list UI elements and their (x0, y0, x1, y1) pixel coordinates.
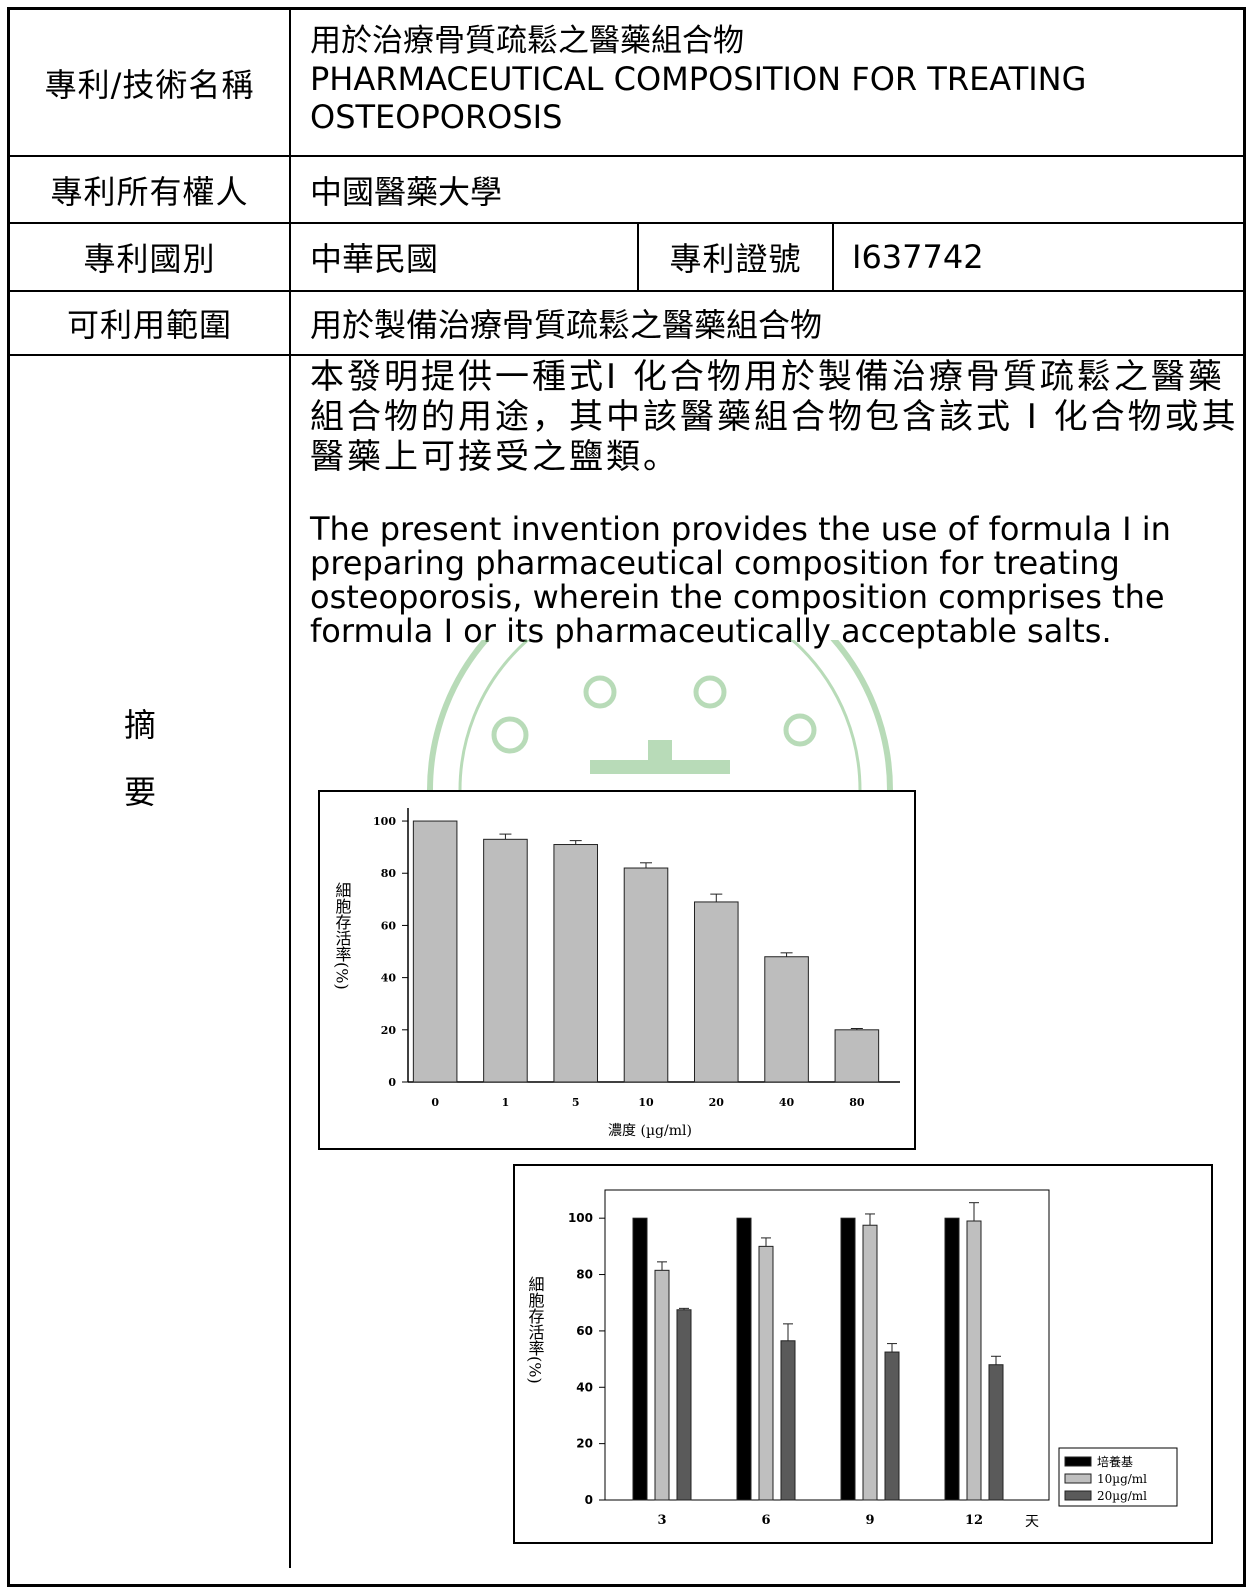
row-divider (7, 290, 1246, 292)
chart1-x-tick-label: 80 (849, 1096, 865, 1109)
title-zh: 用於治療骨質疏鬆之醫藥組合物 (310, 23, 744, 59)
title-en-line2: OSTEOPOROSIS (310, 98, 563, 136)
chart2-bar (780, 1340, 796, 1501)
chart2-y-axis-label: 細胞存活率(%) (526, 1276, 545, 1384)
chart1-x-tick-label: 40 (779, 1096, 795, 1109)
scope-label: 可利用範圍 (66, 306, 232, 344)
chart1-y-tick-label: 0 (388, 1076, 396, 1089)
scope-value: 用於製備治療骨質疏鬆之醫藥組合物 (310, 306, 823, 344)
chart2-bar (736, 1217, 752, 1501)
row-divider (7, 155, 1246, 157)
chart2-legend-label: 20µg/ml (1097, 1489, 1147, 1503)
chart2-y-tick-label: 0 (585, 1493, 593, 1507)
chart1-x-tick-label: 10 (638, 1096, 654, 1109)
chart2-bar (884, 1351, 900, 1501)
column-divider (637, 222, 639, 290)
title-value: 用於治療骨質疏鬆之醫藥組合物 PHARMACEUTICAL COMPOSITIO… (310, 22, 1240, 136)
chart1-x-tick-label: 20 (709, 1096, 725, 1109)
row-divider (7, 222, 1246, 224)
title-en-line1: PHARMACEUTICAL COMPOSITION FOR TREATING (310, 60, 1087, 98)
chart1-y-tick-label: 20 (381, 1024, 397, 1037)
university-seal-watermark (427, 640, 893, 791)
chart2-y-tick-label: 100 (568, 1211, 593, 1225)
chart1-bar (483, 838, 528, 1083)
chart1-svg: 0 20 40 60 80 100 0 1 5 10 20 40 80 細胞存活率(%) 濃度 (µg/… (333, 808, 900, 1139)
chart2-plot-frame (604, 1189, 1050, 1501)
chart2-bar (966, 1220, 982, 1501)
chart-viability-concentration: 0 20 40 60 80 100 0 1 5 10 20 40 80 細胞存活率(%) 濃度 (µg/… (318, 790, 916, 1150)
certificate-label: 專利證號 (669, 240, 802, 278)
chart2-x-tick-label: 9 (865, 1513, 874, 1528)
abstract-text-zh: 本發明提供一種式I 化合物用於製備治療骨質疏鬆之醫藥組合物的用途，其中該醫藥組合… (310, 357, 1239, 477)
chart1-bar (764, 956, 809, 1083)
chart2-legend-label: 培養基 (1097, 1454, 1133, 1469)
chart2-y-tick-label: 40 (576, 1380, 593, 1394)
chart2-bar (758, 1245, 774, 1501)
chart2-bar (944, 1217, 960, 1501)
chart1-y-axis-label: 細胞存活率(%) (333, 882, 352, 990)
chart2-bar (654, 1269, 670, 1501)
owner-value: 中國醫藥大學 (310, 172, 503, 211)
chart1-bar (623, 867, 669, 1083)
chart2-x-tick-label: 6 (761, 1513, 770, 1528)
chart2-bar (632, 1217, 648, 1501)
chart1-bar (412, 820, 458, 1083)
chart1-y-tick-label: 100 (373, 815, 396, 828)
owner-label: 專利所有權人 (50, 172, 249, 211)
chart1-bar (693, 901, 739, 1083)
country-value: 中華民國 (310, 240, 439, 278)
country-label: 專利國別 (83, 240, 216, 278)
chart2-bars (632, 1202, 1004, 1501)
chart2-bar (676, 1309, 692, 1501)
title-label: 專利/技術名稱 (44, 65, 255, 104)
chart2-axes: 0 20 40 60 80 100 3 6 9 12 (568, 1189, 1050, 1528)
chart2-legend-label: 10µg/ml (1097, 1472, 1147, 1486)
chart2-y-tick-label: 60 (576, 1324, 593, 1338)
chart1-x-tick-label: 1 (502, 1096, 510, 1109)
abstract-label-2: 要 (123, 773, 156, 811)
chart1-axes: 0 20 40 60 80 100 0 1 5 10 20 40 80 (373, 808, 900, 1109)
abstract-text-en: The present invention provides the use o… (310, 510, 1171, 650)
chart2-bar (862, 1224, 878, 1501)
chart1-x-tick-label: 0 (431, 1096, 439, 1109)
chart2-x-tick-label: 3 (657, 1513, 666, 1528)
row-divider (7, 354, 1246, 356)
column-divider (832, 222, 834, 290)
chart2-x-tick-label: 12 (965, 1513, 983, 1528)
chart1-y-tick-label: 80 (381, 867, 397, 880)
chart2-bar (840, 1217, 856, 1501)
chart2-bar (988, 1364, 1004, 1501)
chart1-x-axis-label: 濃度 (µg/ml) (608, 1123, 692, 1139)
chart2-legend-swatch (1064, 1473, 1092, 1484)
chart1-bars (412, 820, 880, 1083)
chart2-y-tick-label: 20 (576, 1437, 593, 1451)
chart1-y-tick-label: 40 (381, 972, 397, 985)
chart2-y-tick-label: 80 (576, 1268, 593, 1282)
chart1-x-tick-label: 5 (572, 1096, 580, 1109)
abstract-label-1: 摘 (123, 706, 156, 744)
chart2-legend-swatch (1064, 1490, 1092, 1501)
chart2-svg: 0 20 40 60 80 100 3 6 9 12 細胞存活率(%) 天 培養基 10µg/ml 2… (526, 1189, 1178, 1530)
certificate-value: I637742 (852, 238, 984, 276)
chart2-legend-swatch (1064, 1456, 1092, 1467)
chart1-y-tick-label: 60 (381, 919, 397, 932)
chart1-bar (553, 844, 599, 1083)
chart1-bar (834, 1029, 880, 1083)
chart-viability-days: 0 20 40 60 80 100 3 6 9 12 細胞存活率(%) 天 培養基 10µg/ml 2… (513, 1164, 1213, 1544)
chart2-x-axis-unit: 天 (1025, 1514, 1039, 1530)
chart2-legend: 培養基 10µg/ml 20µg/ml (1058, 1447, 1178, 1507)
column-divider (289, 7, 291, 1568)
